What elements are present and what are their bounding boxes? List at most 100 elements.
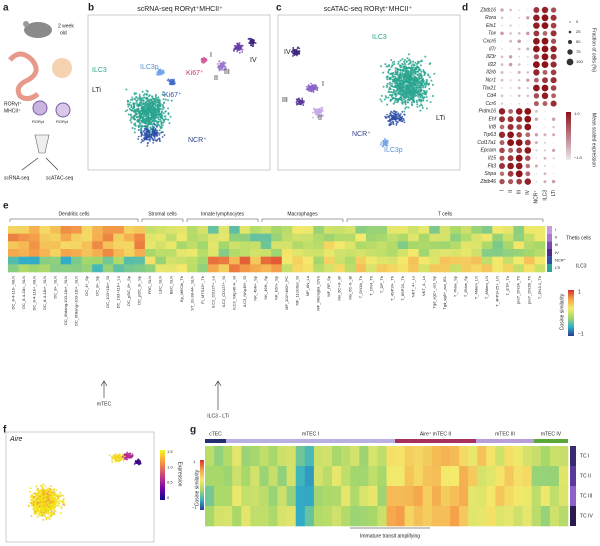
cell-dot xyxy=(44,485,47,488)
cell-dot xyxy=(40,505,43,508)
cell-dot xyxy=(417,99,420,102)
heat-cell xyxy=(229,249,240,257)
heat-cell xyxy=(197,264,209,273)
cell-dot xyxy=(47,512,50,515)
cell-dot xyxy=(291,55,294,57)
dot xyxy=(500,94,504,98)
heat-cell xyxy=(302,249,314,257)
heat-cell xyxy=(376,249,388,257)
heat-cell xyxy=(50,241,61,250)
cell-dot xyxy=(290,50,293,53)
legend-dot xyxy=(566,58,574,66)
heat-cell xyxy=(440,466,451,487)
cell-dot xyxy=(416,105,419,108)
cell-dot xyxy=(151,123,154,126)
age: 2 week xyxy=(58,23,74,29)
dot xyxy=(535,157,538,159)
cell-dot xyxy=(391,78,394,81)
cell-dot xyxy=(220,66,223,69)
panel-label: e xyxy=(3,201,9,212)
cluster-label: ILC3 xyxy=(372,34,387,41)
heat-cell xyxy=(368,486,378,507)
gene-label: Zbtb46 xyxy=(479,179,496,185)
cell-dot xyxy=(47,494,50,496)
heat-cell xyxy=(460,233,472,242)
cell-dot xyxy=(391,111,394,114)
cell-dot xyxy=(399,64,402,67)
cell-dot xyxy=(397,87,400,90)
cell-dot xyxy=(299,102,301,105)
cell-dot xyxy=(414,89,417,92)
cell-dot xyxy=(412,88,415,91)
heat-cell xyxy=(295,486,306,507)
heat-cell xyxy=(513,249,525,257)
cell-dot xyxy=(397,115,399,118)
segment-label: mTEC IV xyxy=(541,431,562,437)
gene-label: Prdm16 xyxy=(478,109,496,115)
heat-cell xyxy=(60,249,72,257)
cell-dot xyxy=(152,141,155,144)
cell-dot xyxy=(156,103,159,106)
dot xyxy=(515,139,523,147)
heat-cell xyxy=(431,506,442,527)
cell-dot xyxy=(387,120,389,122)
cell-dot xyxy=(145,111,148,114)
heat-cell xyxy=(155,241,167,250)
heat-cell xyxy=(429,241,441,250)
cell-dot xyxy=(409,96,412,99)
cell-dot xyxy=(314,84,317,86)
cell-dot xyxy=(149,98,152,101)
cell-dot xyxy=(158,110,161,113)
cell-dot xyxy=(235,45,238,48)
cell-dot xyxy=(413,79,416,82)
cell-dot xyxy=(44,496,47,499)
dot xyxy=(533,22,540,29)
row-label: IV xyxy=(555,250,559,255)
cell-dot xyxy=(404,107,407,110)
cell-dot xyxy=(400,82,403,85)
cell-dot xyxy=(60,505,63,508)
dot xyxy=(550,61,557,68)
mouse-ear xyxy=(23,21,29,27)
heat-cell xyxy=(144,226,156,234)
cell-dot xyxy=(404,87,407,90)
cell-dot xyxy=(394,90,397,93)
cell-dot xyxy=(386,103,389,106)
cell-dot xyxy=(310,90,313,93)
dot xyxy=(551,117,556,121)
cell-dot xyxy=(145,115,148,118)
heat-cell xyxy=(250,466,260,487)
dot xyxy=(499,155,505,161)
cell-dot xyxy=(130,106,133,109)
cell-dot xyxy=(43,492,46,495)
cell-dot xyxy=(401,90,404,93)
column-label: Tgd_vg2+_act_Sp xyxy=(432,275,437,308)
heat-cell xyxy=(229,241,240,250)
cell-dot xyxy=(134,124,137,127)
heat-cell xyxy=(239,249,251,257)
cell-dot xyxy=(156,123,159,126)
cell-dot xyxy=(134,109,137,112)
cell-dot xyxy=(156,116,159,119)
cell-dot xyxy=(412,95,415,98)
dot xyxy=(500,63,504,66)
cell-dot xyxy=(298,51,301,54)
heat-cell xyxy=(323,226,335,234)
heat-cell xyxy=(81,226,93,234)
cell-dot xyxy=(159,69,162,71)
dot xyxy=(542,69,548,75)
cell-dot xyxy=(45,504,48,506)
heat-cell xyxy=(113,256,125,265)
dot xyxy=(543,133,547,137)
heat-cell xyxy=(197,249,209,257)
heat-cell xyxy=(450,249,462,257)
heat-cell xyxy=(549,486,560,507)
cell-dot xyxy=(310,86,313,89)
heat-cell xyxy=(205,466,215,487)
cell-dot xyxy=(419,109,422,112)
cell-dot xyxy=(406,57,409,60)
cell-dot xyxy=(140,119,143,122)
cell-dot xyxy=(404,81,407,84)
column-label: DC_4+_Sp xyxy=(84,275,89,295)
